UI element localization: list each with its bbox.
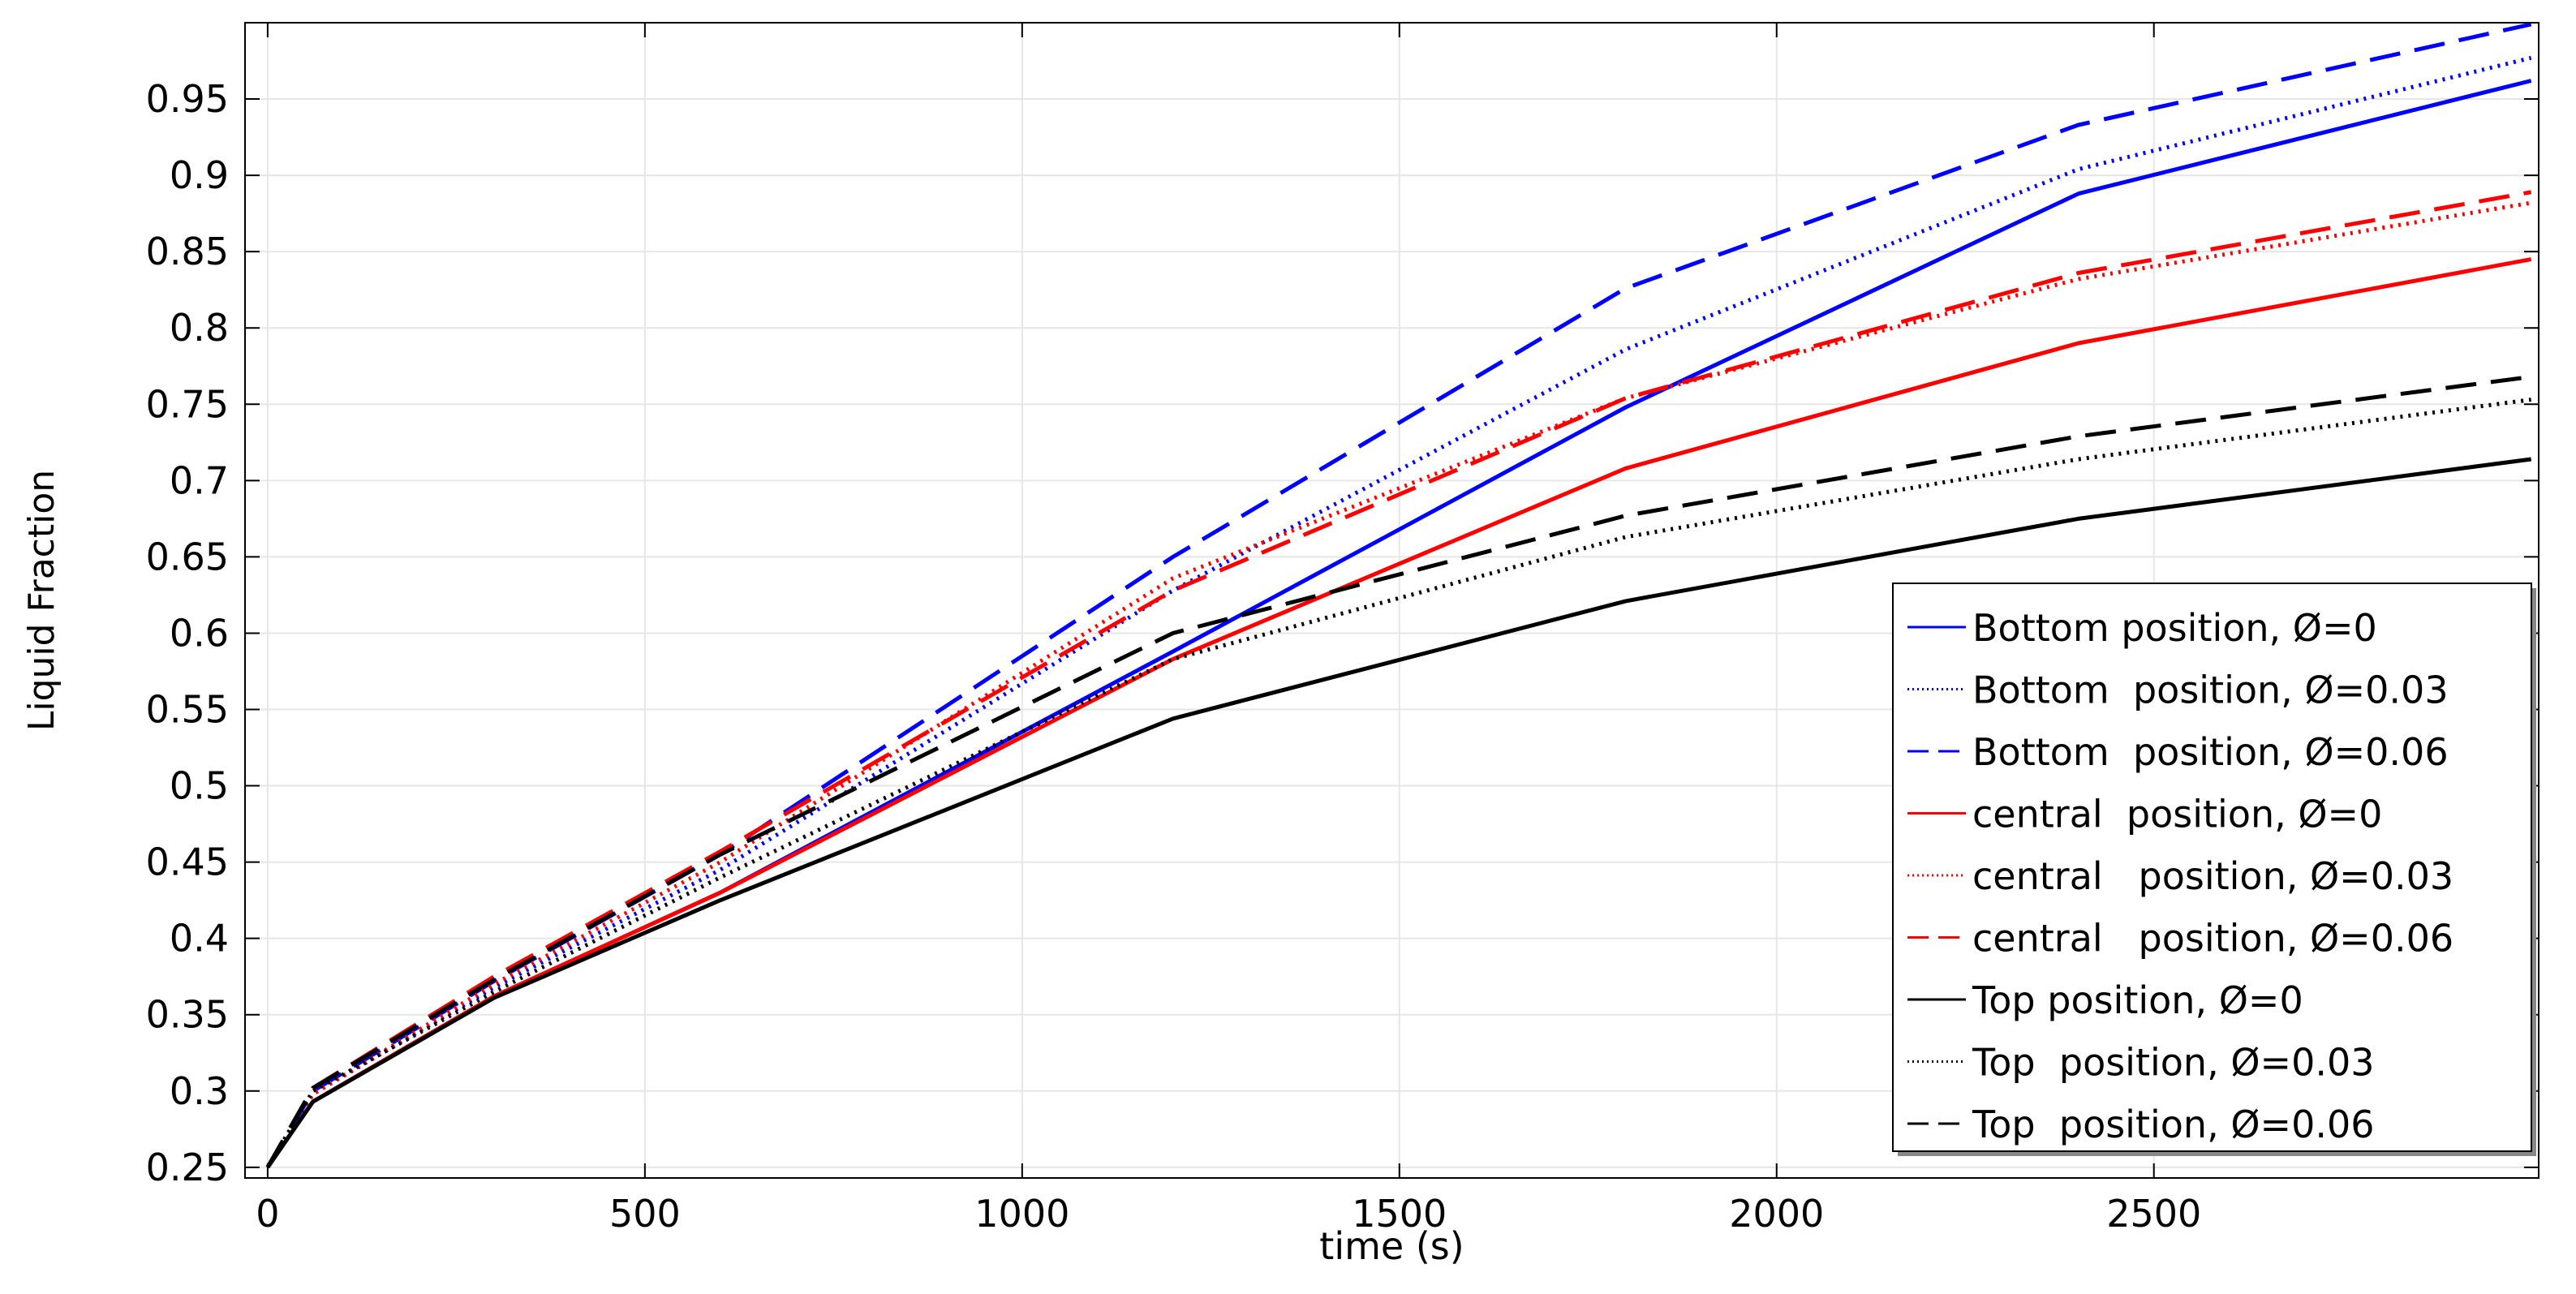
- legend-items: Bottom position, Ø=0 Bottom position, Ø=0…: [1907, 606, 2453, 1146]
- y-tick-label: 0.25: [146, 1146, 229, 1189]
- plot-area-frame: [244, 22, 2539, 1179]
- y-tick-label: 0.9: [170, 153, 229, 197]
- series-line-3: [265, 22, 2532, 1169]
- y-tick-label: 0.35: [146, 993, 229, 1037]
- y-tick-label: 0.4: [170, 917, 229, 961]
- legend-label: central position, Ø=0.03: [1972, 854, 2453, 898]
- y-tick-label: 0.75: [146, 382, 229, 426]
- axis-ticks: [245, 23, 2539, 1178]
- y-tick-label: 0.65: [146, 535, 229, 578]
- y-tick-label: 0.45: [146, 840, 229, 884]
- legend-label: Top position, Ø=0.06: [1972, 1103, 2375, 1146]
- y-tick-label: 0.5: [170, 764, 229, 808]
- x-tick-labels: 0 500 1000 1500 2000 2500: [256, 1192, 2201, 1236]
- series-lines: [265, 22, 2532, 1169]
- y-tick-label: 0.95: [146, 77, 229, 121]
- y-tick-label: 0.6: [170, 611, 229, 655]
- series-line-8: [265, 398, 2532, 1169]
- legend-label: central position, Ø=0: [1972, 793, 2382, 836]
- y-tick-label: 0.85: [146, 230, 229, 273]
- x-tick-label: 0: [256, 1192, 279, 1236]
- legend: Bottom position, Ø=0 Bottom position, Ø=0…: [1892, 583, 2536, 1156]
- series-line-6: [265, 190, 2532, 1169]
- legend-label: Top position, Ø=0.03: [1972, 1041, 2375, 1085]
- x-tick-label: 1000: [974, 1192, 1069, 1236]
- y-tick-label: 0.3: [170, 1069, 229, 1113]
- y-tick-label: 0.8: [170, 306, 229, 350]
- x-tick-label: 2500: [2106, 1192, 2201, 1236]
- y-axis-label: Liquid Fraction: [21, 470, 62, 731]
- legend-label: Bottom position, Ø=0: [1972, 606, 2377, 650]
- x-tick-label: 1500: [1352, 1192, 1447, 1236]
- x-axis-label: time (s): [1319, 1224, 1464, 1268]
- x-tick-label: 500: [609, 1192, 681, 1236]
- legend-box: [1892, 583, 2532, 1152]
- y-tick-label: 0.55: [146, 687, 229, 731]
- legend-label: Bottom position, Ø=0.06: [1972, 730, 2449, 774]
- legend-label: Top position, Ø=0: [1972, 978, 2303, 1022]
- legend-label: central position, Ø=0.06: [1972, 917, 2453, 961]
- y-tick-labels: 0.25 0.3 0.35 0.4 0.45 0.5 0.55 0.6 0.65 0.7 0.75 0…: [146, 77, 229, 1189]
- series-line-9: [265, 374, 2532, 1169]
- x-tick-label: 2000: [1729, 1192, 1824, 1236]
- y-tick-label: 0.7: [170, 458, 229, 502]
- legend-label: Bottom position, Ø=0.03: [1972, 668, 2449, 712]
- series-line-7: [265, 457, 2532, 1169]
